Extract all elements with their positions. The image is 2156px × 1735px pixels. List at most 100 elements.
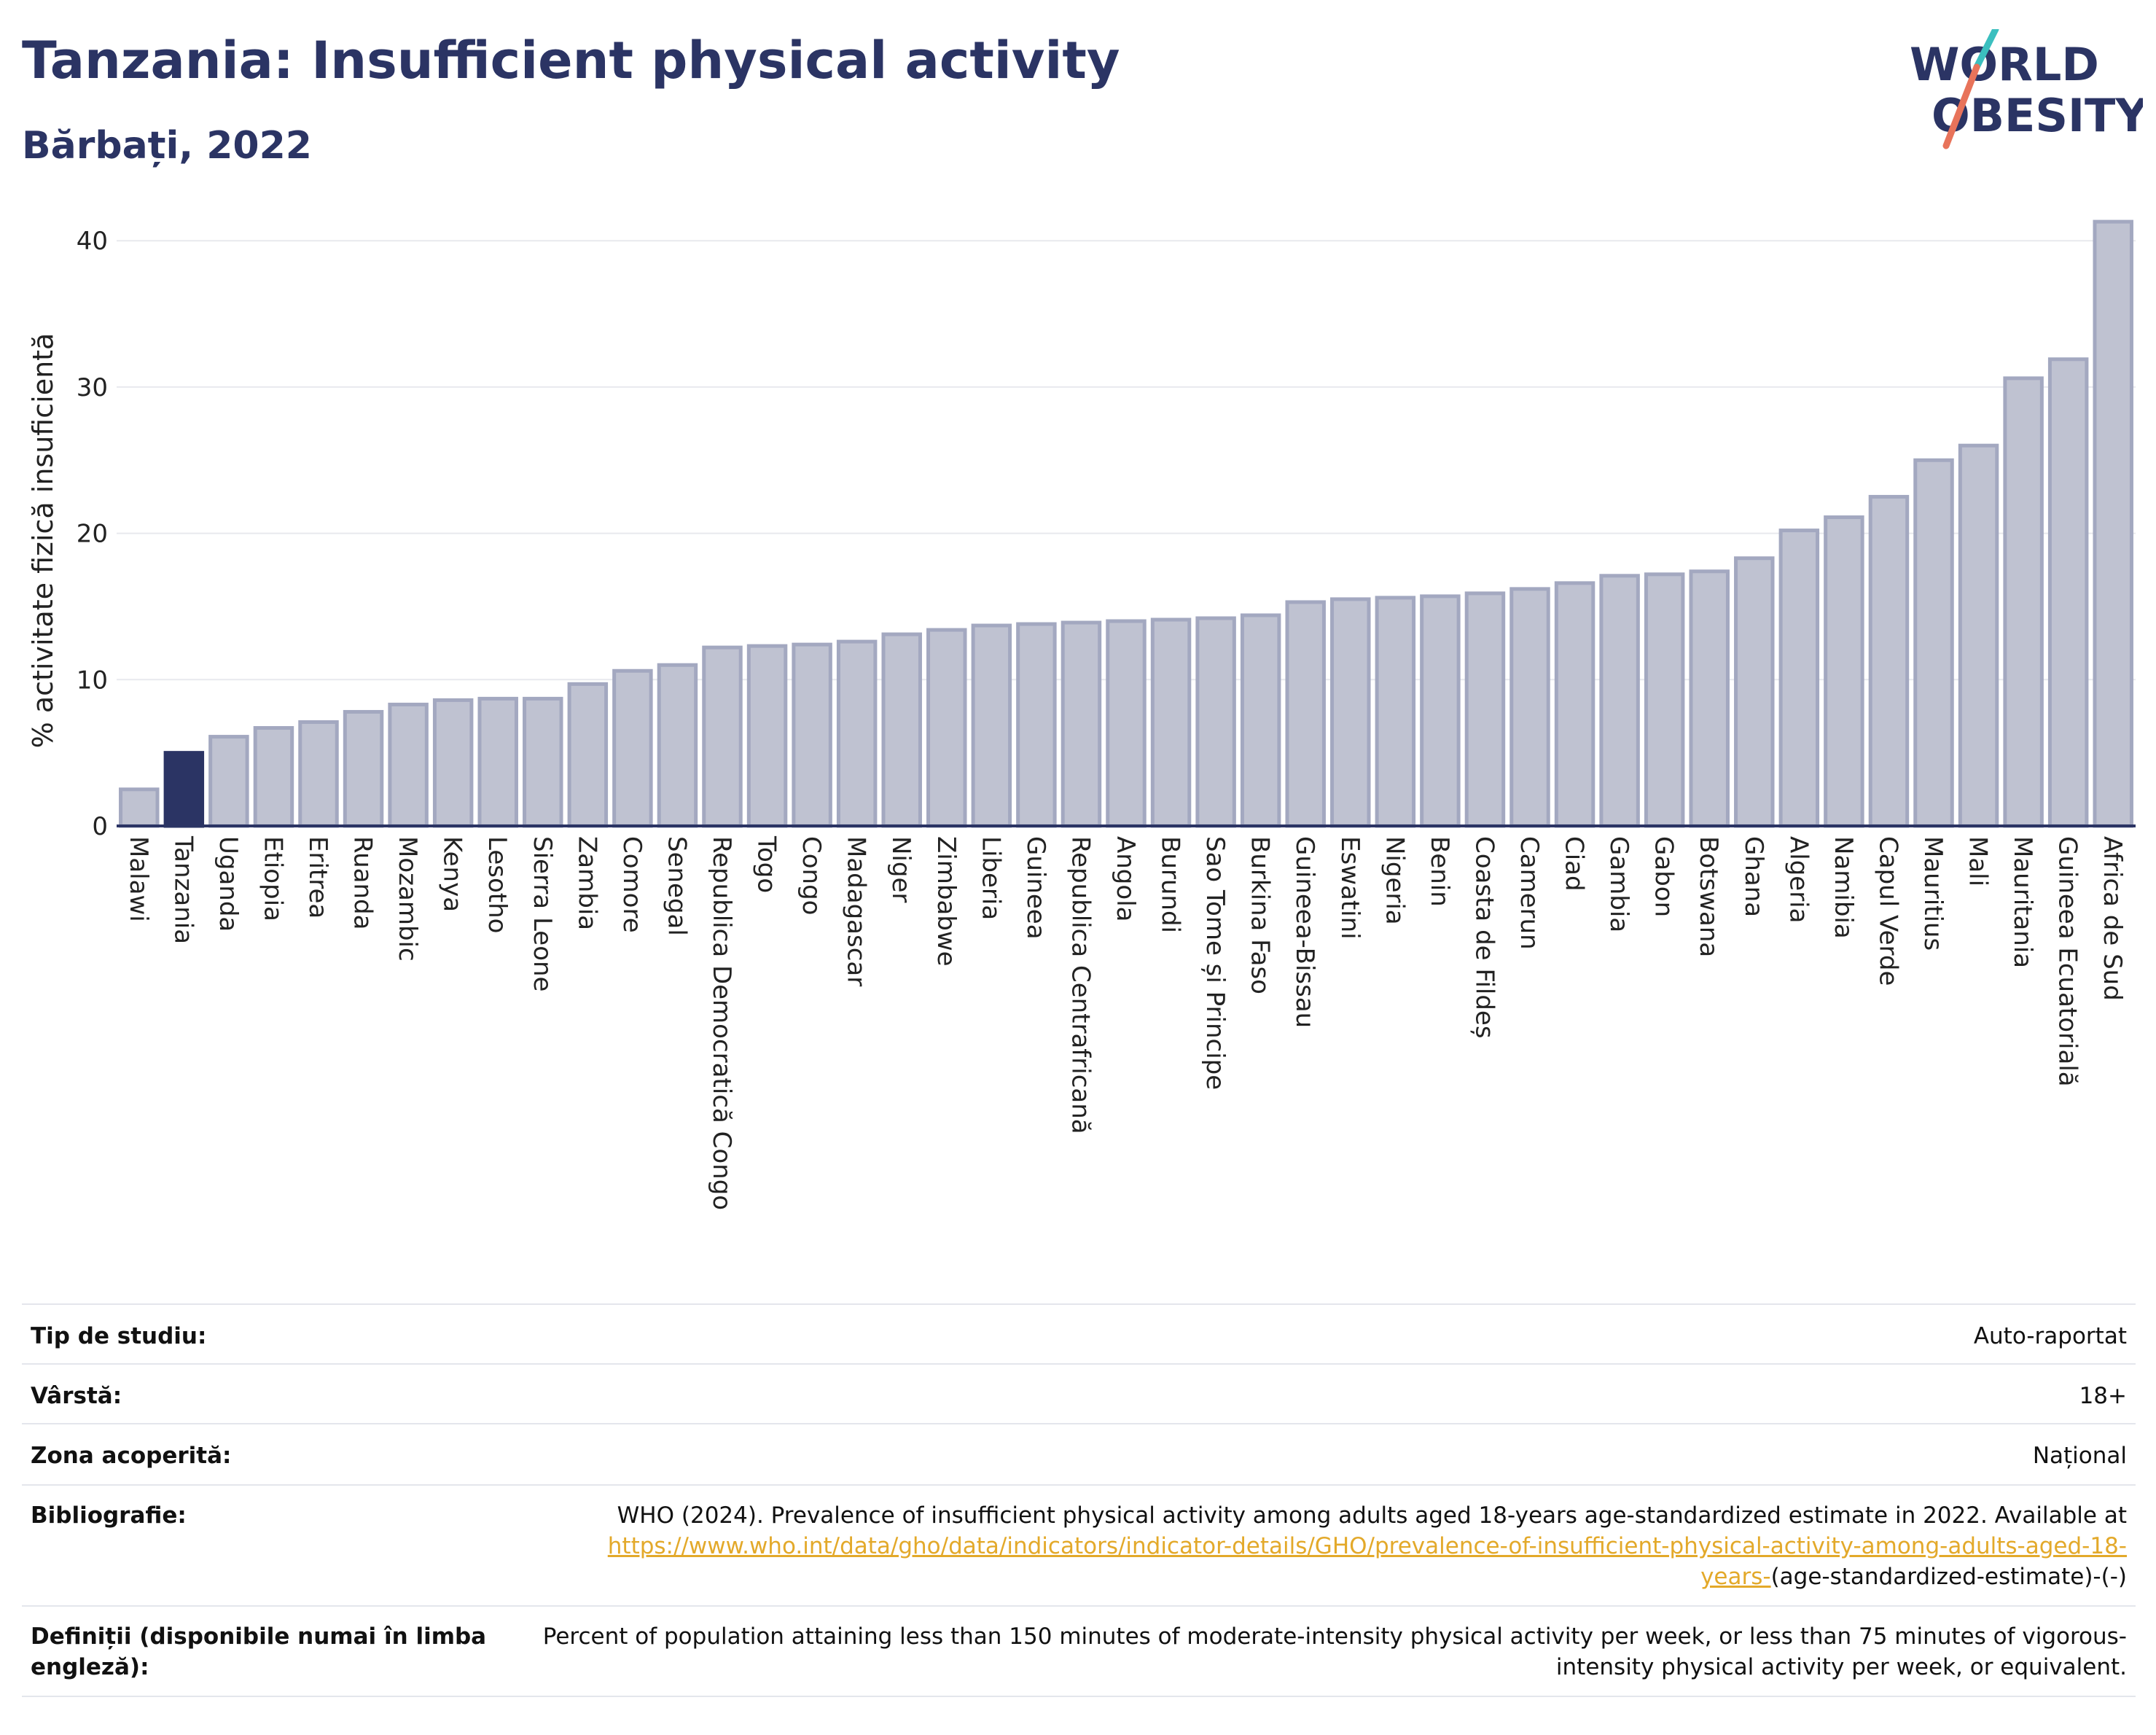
x-tick-label: Gambia	[1604, 836, 1633, 932]
x-tick-label: Niger	[886, 836, 915, 902]
x-tick-label: Malawi	[124, 836, 153, 922]
x-tick-label: Mozambic	[393, 836, 422, 962]
bibliography-value: WHO (2024). Prevalence of insufficient p…	[538, 1500, 2127, 1592]
bar	[2093, 219, 2133, 828]
x-tick-label: Coasta de Fildeș	[1469, 836, 1499, 1039]
y-tick-label: 40	[77, 227, 108, 256]
y-tick-labels: 0 10 20 30 40	[77, 227, 108, 841]
bar	[1106, 619, 1147, 828]
chart-title: Tanzania: Insufficient physical activity	[22, 31, 1120, 90]
x-tick-label: Guineea-Bissau	[1290, 836, 1319, 1028]
x-tick-label: Tanzania	[168, 835, 198, 944]
x-tick-label: Madagascar	[842, 836, 871, 986]
study-type-label: Tip de studiu:	[31, 1323, 207, 1349]
bar	[746, 644, 788, 828]
bar	[1420, 594, 1461, 828]
definitions-label: Definiții (disponibile numai în limba en…	[31, 1623, 487, 1680]
bar	[926, 628, 967, 828]
info-row-age: Vârstă: 18+	[22, 1363, 2136, 1423]
bar	[1375, 596, 1416, 828]
x-tick-label: Namibia	[1829, 836, 1858, 939]
x-tick-label: Lesotho	[483, 836, 512, 933]
x-tick-label: Burundi	[1156, 836, 1185, 933]
bar	[208, 735, 249, 828]
x-tick-label: Algeria	[1784, 836, 1813, 923]
bar	[523, 696, 563, 828]
info-row-study-type: Tip de studiu: Auto-raportat	[22, 1303, 2136, 1363]
bar-highlighted	[163, 751, 205, 828]
logo-word-world: WORLD	[1910, 38, 2099, 91]
bar-chart: 0 10 20 30 40 Malawi Tanzania Uganda Etiopia Eri…	[27, 219, 2136, 1210]
bar	[343, 709, 384, 828]
bar	[477, 696, 518, 828]
world-obesity-logo: WORLD OBESITY	[1910, 29, 2143, 149]
y-tick-label: 20	[77, 520, 108, 549]
bar	[1016, 622, 1057, 828]
bar	[702, 645, 743, 828]
x-tick-label: Nigeria	[1380, 836, 1409, 925]
bar	[1778, 529, 1820, 828]
x-tick-label: Uganda	[214, 836, 243, 932]
x-tick-label: Mauritania	[2008, 836, 2037, 968]
bar	[1464, 591, 1506, 828]
x-tick-label: Congo	[797, 836, 826, 915]
bibliography-text: WHO (2024). Prevalence of insufficient p…	[617, 1502, 2127, 1529]
bibliography-link[interactable]: https://www.who.int/data/gho/data/indica…	[607, 1533, 2127, 1590]
y-tick-label: 0	[92, 812, 108, 841]
bar	[1824, 515, 1864, 828]
y-tick-label: 30	[77, 373, 108, 402]
bars	[119, 219, 2133, 828]
bar	[792, 642, 832, 828]
x-tick-label: Eswatini	[1335, 836, 1364, 940]
bar	[1689, 569, 1730, 828]
bar	[612, 668, 653, 828]
x-tick-label: Kenya	[438, 836, 467, 912]
x-tick-label: Zambia	[572, 836, 601, 930]
bar	[1868, 494, 1910, 828]
bar	[119, 787, 160, 828]
age-label: Vârstă:	[31, 1383, 122, 1409]
x-tick-label: Republica Democratică Congo	[707, 836, 736, 1210]
x-tick-label: Gabon	[1649, 836, 1679, 917]
bar	[881, 632, 922, 828]
info-row-definitions: Definiții (disponibile numai în limba en…	[22, 1605, 2136, 1697]
x-tick-label: Africa de Sud	[2098, 836, 2127, 1001]
x-tick-label: Zimbabwe	[931, 836, 961, 967]
x-tick-label: Camerun	[1515, 836, 1544, 950]
bar	[1509, 587, 1550, 828]
bar	[971, 623, 1012, 828]
x-tick-label: Guineea	[1021, 836, 1050, 940]
x-tick-label: Sao Tome și Principe	[1200, 836, 1230, 1090]
x-tick-label: Mali	[1964, 836, 1993, 886]
bar	[1240, 613, 1281, 828]
x-tick-label: Togo	[752, 835, 781, 893]
bar	[388, 702, 429, 828]
info-row-coverage: Zona acoperită: Național	[22, 1423, 2136, 1484]
x-tick-label: Mauritius	[1918, 836, 1948, 951]
x-tick-label: Botswana	[1694, 836, 1723, 957]
bar	[657, 663, 698, 828]
x-tick-label: Eritrea	[303, 836, 332, 919]
x-tick-label: Angola	[1111, 836, 1140, 921]
bar	[1195, 616, 1236, 828]
x-tick-label: Ciad	[1560, 836, 1589, 892]
x-tick-label: Burkina Faso	[1246, 836, 1275, 994]
x-tick-label: Senegal	[662, 836, 691, 936]
x-tick-label: Guineea Ecuatorială	[2053, 836, 2082, 1087]
x-tick-label: Ruanda	[348, 836, 378, 929]
bar	[1554, 581, 1595, 828]
info-table: Tip de studiu: Auto-raportat Vârstă: 18+…	[22, 1303, 2136, 1697]
info-row-bibliography: Bibliografie: WHO (2024). Prevalence of …	[22, 1484, 2136, 1605]
bar	[1061, 620, 1102, 828]
logo-slash-coral	[1942, 63, 1980, 149]
chart-subtitle: Bărbați, 2022	[22, 124, 312, 168]
x-tick-label: Liberia	[976, 836, 1005, 920]
bar	[1599, 574, 1640, 828]
bar	[1913, 458, 1954, 828]
bar	[2003, 376, 2044, 828]
x-tick-label: Sierra Leone	[528, 836, 557, 991]
bar	[1734, 556, 1775, 828]
y-axis-label: % activitate fizică insuficientă	[27, 333, 59, 749]
bar	[2047, 357, 2089, 828]
coverage-label: Zona acoperită:	[31, 1443, 232, 1469]
